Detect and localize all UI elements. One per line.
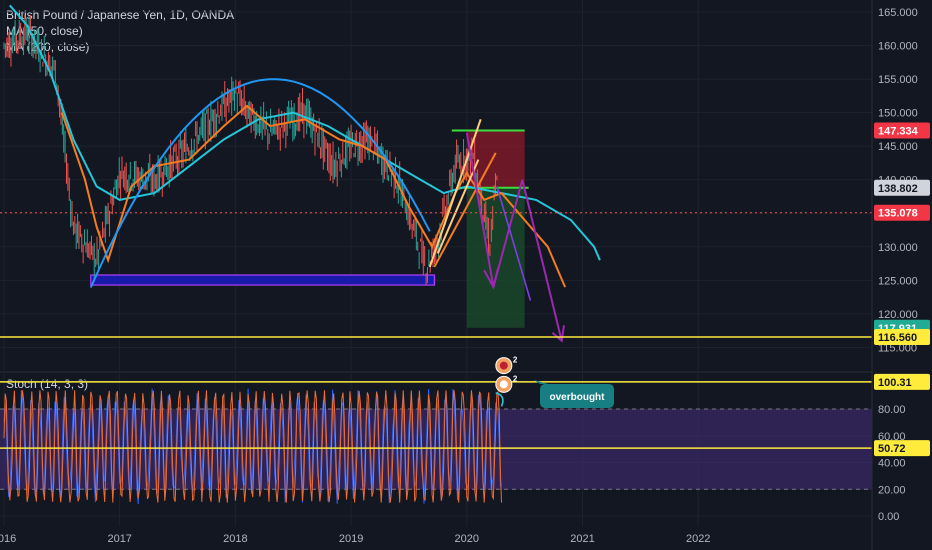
x-tick-label: 2016 [0,533,16,545]
projection-path [465,132,563,341]
price-label-bg [874,204,930,221]
stoch-y-tick-label: 40.00 [878,458,906,470]
stoch-price-label-bg [874,440,930,457]
price-label-bg [874,122,930,139]
x-tick-label: 2021 [570,533,594,545]
x-tick-label: 2018 [223,533,247,545]
price-label: 135.078 [878,208,918,220]
projection-arrowhead-1 [483,268,500,290]
channel-mid-line [433,152,497,268]
stoch-price-label: 100.31 [878,377,912,389]
stoch-price-label: 50.72 [878,443,906,455]
price-axis-bg [872,0,932,550]
x-tick-label: 2017 [107,533,131,545]
y-tick-label: 130.000 [878,242,918,254]
event-count-badge: 2 [513,374,518,383]
y-tick-label: 145.000 [878,141,918,153]
ma200-legend[interactable]: MA (200, close) [6,40,90,54]
price-label: 138.802 [878,183,918,195]
x-tick-label: 2022 [686,533,710,545]
event-count-badge: 2 [513,356,518,365]
callout-pointer [534,380,548,384]
rounding-top-arc [89,78,431,288]
y-tick-label: 155.000 [878,74,918,86]
stoch-price-label-bg [874,373,930,390]
channel-upper-line [428,119,482,268]
x-tick-label: 2019 [339,533,363,545]
support-zone [90,274,436,286]
projection-arrowhead-2 [551,325,565,343]
y-tick-label: 120.000 [878,309,918,321]
y-tick-label: 150.000 [878,108,918,120]
price-label: 116.560 [878,332,917,344]
y-tick-label: 160.000 [878,41,918,53]
x-tick-label: 2020 [455,533,479,545]
y-tick-label: 115.000 [878,342,917,354]
stoch-y-tick-label: 60.00 [878,431,906,443]
stoch-y-tick-label: 80.00 [878,404,906,416]
flag-center-icon [499,380,508,389]
stoch-tail [495,392,504,407]
stoch-y-tick-label: 20.00 [878,484,906,496]
price-label-bg [874,328,930,345]
y-tick-label: 125.000 [878,275,918,287]
overbought-label: overbought [550,392,606,403]
y-tick-label: 165.000 [878,7,918,19]
take-profit-zone [466,187,525,328]
flag-center-icon [499,361,508,370]
price-label-bg [874,179,930,196]
price-label: 147.334 [878,126,919,138]
projection-secondary-line [496,186,532,301]
stoch-d-line [3,390,502,503]
stoch-y-tick-label: 0.00 [878,511,899,523]
ma50-line [60,104,567,288]
overbought-callout [540,384,614,408]
channel-lower-line [436,159,480,254]
